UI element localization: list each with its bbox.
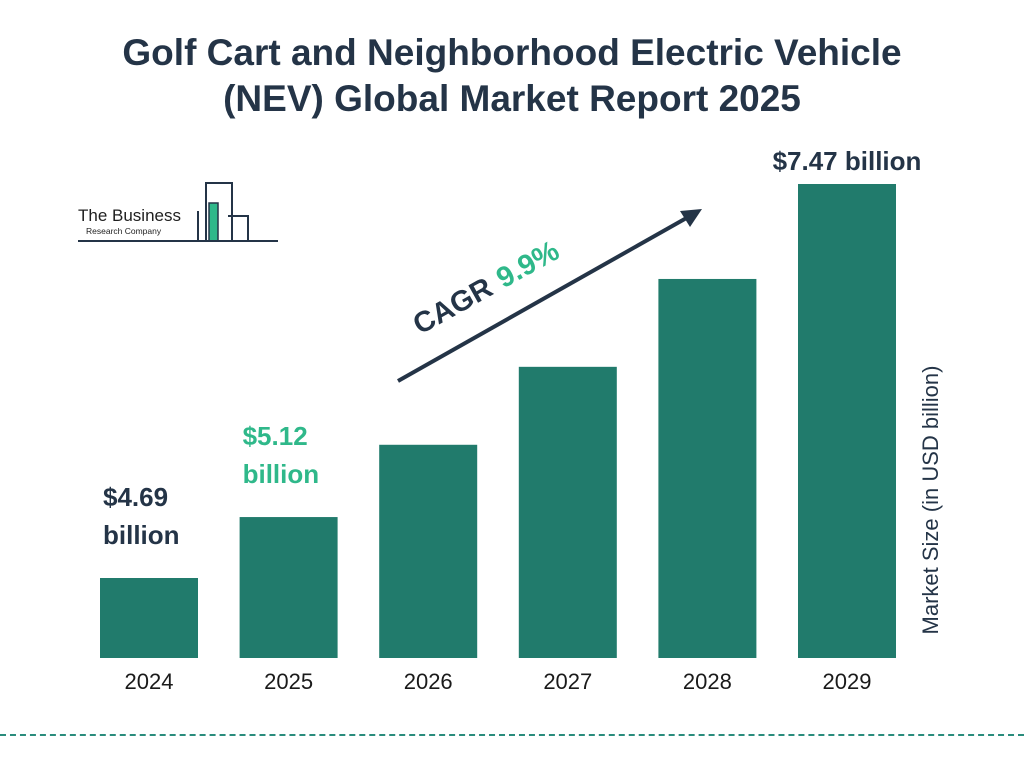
- data-label-2029: $7.47 billion: [773, 146, 922, 176]
- x-tick-label-2029: 2029: [823, 669, 872, 694]
- x-tick-label-2027: 2027: [543, 669, 592, 694]
- cagr-annotation: CAGR9.9%: [397, 209, 702, 383]
- bar-2028: [658, 278, 757, 658]
- bar-2026: [379, 444, 478, 658]
- chart-title-line-2: (NEV) Global Market Report 2025: [223, 78, 801, 119]
- bar-2029: [798, 184, 896, 658]
- x-tick-label-2024: 2024: [125, 669, 174, 694]
- cagr-arrow-head-icon: [680, 209, 702, 227]
- footer-divider: [0, 734, 1024, 736]
- x-tick-label-2025: 2025: [264, 669, 313, 694]
- logo-name-line-1: The Business: [78, 206, 181, 225]
- logo-buildings-icon: [78, 182, 278, 242]
- x-tick-label-2028: 2028: [683, 669, 732, 694]
- y-axis-label: Market Size (in USD billion): [918, 365, 943, 635]
- bar-2025: [239, 517, 338, 658]
- chart-title: Golf Cart and Neighborhood Electric Vehi…: [40, 30, 984, 122]
- data-label-2025: $5.12 billion: [243, 421, 320, 489]
- chart-title-line-1: Golf Cart and Neighborhood Electric Vehi…: [122, 32, 902, 73]
- bar-2027: [518, 366, 617, 658]
- company-logo: The Business Research Company: [78, 180, 283, 245]
- cagr-trend-arrow: [397, 214, 691, 383]
- x-tick-label-2026: 2026: [404, 669, 453, 694]
- cagr-value: 9.9%: [491, 235, 565, 295]
- svg-text:CAGR9.9%: CAGR9.9%: [408, 235, 565, 341]
- data-label-2024: $4.69 billion: [103, 482, 180, 550]
- bar-2024: [100, 578, 198, 658]
- logo-name-line-2: Research Company: [86, 226, 162, 236]
